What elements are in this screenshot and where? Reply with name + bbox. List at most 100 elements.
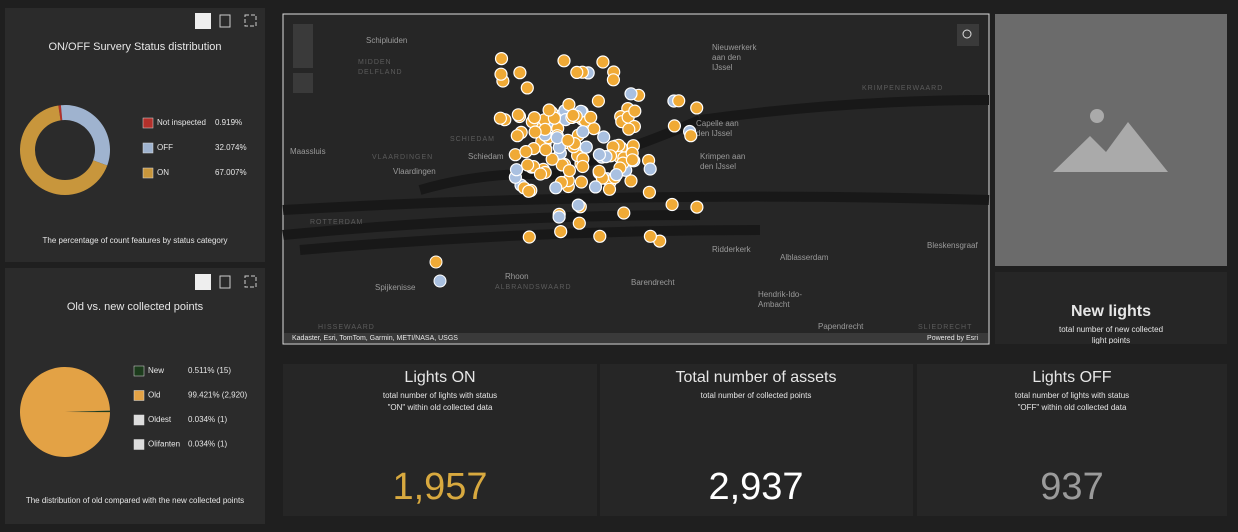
- attribution-bar: [284, 333, 988, 343]
- map-point[interactable]: [562, 164, 577, 178]
- place-label: VLAARDINGEN: [372, 154, 433, 161]
- map-point[interactable]: [665, 197, 679, 212]
- attribution: Kadaster, Esri, TomTom, Garmin, METI/NAS…: [292, 335, 458, 342]
- select-button[interactable]: [195, 13, 211, 29]
- legend-label: Old: [148, 391, 160, 400]
- map-point[interactable]: [570, 65, 584, 80]
- indicator-description: total number of lights with status: [1015, 391, 1129, 400]
- map-point[interactable]: [494, 67, 508, 81]
- legend-label: OFF: [157, 143, 173, 152]
- map-point[interactable]: [672, 94, 686, 108]
- map-point[interactable]: [572, 216, 586, 230]
- map-point[interactable]: [624, 87, 638, 101]
- map-point[interactable]: [667, 119, 682, 133]
- water: [699, 95, 990, 125]
- legend-value: 32.074%: [215, 143, 247, 152]
- map-point[interactable]: [690, 101, 704, 115]
- map-point[interactable]: [520, 158, 535, 172]
- clear-button[interactable]: [219, 275, 231, 289]
- legend-swatch: [133, 390, 145, 401]
- map-point[interactable]: [592, 148, 607, 162]
- map-point[interactable]: [542, 103, 556, 117]
- menu-button[interactable]: [244, 275, 257, 288]
- map-point[interactable]: [511, 108, 525, 122]
- map-point[interactable]: [528, 125, 542, 139]
- map-point[interactable]: [493, 111, 507, 125]
- map-point[interactable]: [643, 162, 657, 176]
- home-button[interactable]: [293, 73, 313, 93]
- map-point[interactable]: [566, 108, 580, 122]
- map-point[interactable]: [597, 130, 611, 144]
- map-point[interactable]: [513, 66, 527, 80]
- map-point[interactable]: [550, 131, 564, 145]
- legend-swatch: [142, 117, 154, 129]
- map-point[interactable]: [549, 181, 563, 195]
- map-point[interactable]: [576, 125, 590, 139]
- legend-label: New: [148, 366, 164, 375]
- place-label: Capelle aan: [696, 119, 739, 128]
- map-point[interactable]: [579, 140, 593, 154]
- map-point[interactable]: [519, 145, 533, 159]
- map-point[interactable]: [584, 110, 598, 124]
- place-label: Krimpen aan: [700, 152, 745, 161]
- search-button[interactable]: [957, 24, 979, 46]
- toolbar[interactable]: [195, 13, 257, 29]
- menu-button[interactable]: [244, 14, 257, 27]
- map-point[interactable]: [606, 73, 621, 87]
- indicator-title: Lights ON: [404, 369, 475, 386]
- map-point[interactable]: [571, 198, 585, 212]
- map-point[interactable]: [609, 168, 624, 182]
- map-point[interactable]: [593, 229, 607, 243]
- image-icon: [1053, 122, 1168, 172]
- slice: [20, 105, 108, 195]
- legend-label: ON: [157, 168, 169, 177]
- map-point[interactable]: [533, 167, 548, 181]
- map-point[interactable]: [539, 143, 553, 157]
- panel: [283, 364, 597, 516]
- legend-swatch: [133, 439, 145, 450]
- map-point[interactable]: [574, 175, 589, 189]
- place-label: Papendrecht: [818, 322, 864, 331]
- map-point[interactable]: [527, 110, 542, 125]
- place-label: Bleskensgraaf: [927, 241, 978, 250]
- map-point[interactable]: [552, 210, 566, 224]
- map-point[interactable]: [576, 159, 590, 174]
- map-point[interactable]: [509, 163, 524, 177]
- map-point[interactable]: [596, 55, 610, 69]
- toolbar[interactable]: [195, 274, 257, 290]
- map-point[interactable]: [622, 122, 636, 136]
- map-point[interactable]: [557, 54, 571, 68]
- chart-caption: The distribution of old compared with th…: [26, 496, 244, 505]
- clear-button[interactable]: [219, 14, 231, 28]
- water: [282, 191, 990, 215]
- map-point[interactable]: [510, 129, 524, 143]
- place-label: Ridderkerk: [712, 245, 752, 254]
- map-point[interactable]: [588, 180, 603, 194]
- map-point[interactable]: [522, 184, 536, 198]
- place-label: Schiedam: [468, 152, 504, 161]
- select-button[interactable]: [195, 274, 211, 290]
- map-point[interactable]: [554, 225, 568, 239]
- panel: [917, 364, 1227, 516]
- map-point[interactable]: [625, 153, 640, 167]
- map-point[interactable]: [684, 129, 698, 143]
- map-point[interactable]: [617, 206, 631, 220]
- map-point[interactable]: [628, 104, 642, 118]
- legend-label: Olifanten: [148, 440, 180, 449]
- map-point[interactable]: [690, 200, 704, 214]
- map-point[interactable]: [494, 51, 509, 66]
- map-point[interactable]: [592, 164, 606, 178]
- map-point[interactable]: [591, 94, 606, 108]
- image-icon: [1090, 109, 1104, 123]
- map-point[interactable]: [545, 152, 559, 166]
- zoom-buttons[interactable]: [293, 24, 313, 68]
- map-point[interactable]: [602, 182, 617, 196]
- map-point[interactable]: [624, 174, 638, 188]
- map-point[interactable]: [642, 185, 657, 199]
- map-point[interactable]: [561, 133, 575, 147]
- map-point[interactable]: [643, 229, 658, 243]
- map-point[interactable]: [522, 230, 536, 244]
- place-label: SLIEDRECHT: [918, 324, 972, 331]
- map-point[interactable]: [520, 81, 534, 95]
- place-label: Schipluiden: [366, 36, 407, 45]
